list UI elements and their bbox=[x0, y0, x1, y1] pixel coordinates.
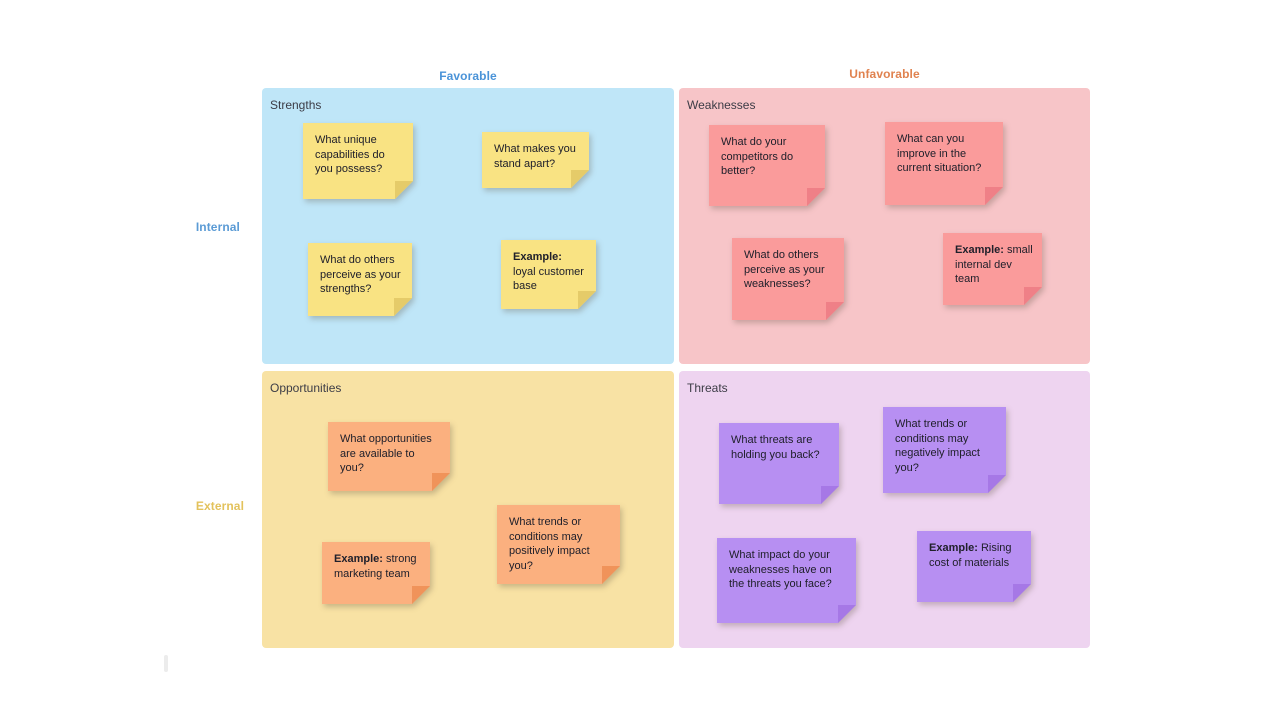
note-fold-corner-icon bbox=[838, 605, 856, 623]
sticky-note-text: What do others perceive as your weakness… bbox=[744, 249, 825, 291]
sticky-note-text: What unique capabilities do you possess? bbox=[315, 134, 385, 176]
sticky-note-opportunities-available[interactable]: What opportunities are available to you? bbox=[328, 422, 450, 491]
internal-axis-label: Internal bbox=[195, 220, 240, 234]
sticky-note-text: What opportunities are available to you? bbox=[340, 433, 432, 475]
sticky-note-trends-positive[interactable]: What trends or conditions may positively… bbox=[497, 505, 620, 584]
note-fold-corner-icon bbox=[602, 566, 620, 584]
sticky-note-perceive-weaknesses[interactable]: What do others perceive as your weakness… bbox=[732, 238, 844, 320]
sticky-note-trends-negative[interactable]: What trends or conditions may negatively… bbox=[883, 407, 1006, 493]
sticky-note-weaknesses-example[interactable]: Example: small internal dev team bbox=[943, 233, 1042, 305]
sticky-note-text: What trends or conditions may positively… bbox=[509, 516, 590, 573]
note-fold-corner-icon bbox=[412, 586, 430, 604]
note-fold-corner-icon bbox=[571, 170, 589, 188]
note-fold-corner-icon bbox=[807, 188, 825, 206]
note-fold-corner-icon bbox=[1024, 287, 1042, 305]
sticky-note-bold-text: Example: bbox=[929, 542, 978, 554]
opportunities-quadrant[interactable]: Opportunities What opportunities are ava… bbox=[262, 371, 674, 648]
sticky-note-stand-apart[interactable]: What makes you stand apart? bbox=[482, 132, 589, 188]
sticky-note-threats-example[interactable]: Example: Rising cost of materials bbox=[917, 531, 1031, 602]
strengths-quadrant[interactable]: Strengths What unique capabilities do yo… bbox=[262, 88, 674, 364]
note-fold-corner-icon bbox=[578, 291, 596, 309]
note-fold-corner-icon bbox=[826, 302, 844, 320]
sticky-note-strengths-example[interactable]: Example: loyal customer base bbox=[501, 240, 596, 309]
sticky-note-unique-capabilities[interactable]: What unique capabilities do you possess? bbox=[303, 123, 413, 199]
sticky-note-bold-text: Example: bbox=[955, 244, 1004, 256]
note-fold-corner-icon bbox=[1013, 584, 1031, 602]
scrollbar-artifact bbox=[164, 655, 168, 672]
threats-quadrant[interactable]: Threats What threats are holding you bac… bbox=[679, 371, 1090, 648]
strengths-title: Strengths bbox=[270, 98, 322, 112]
sticky-note-text: What impact do your weaknesses have on t… bbox=[729, 549, 832, 591]
unfavorable-axis-label: Unfavorable bbox=[849, 67, 920, 81]
sticky-note-opportunities-example[interactable]: Example: strong marketing team bbox=[322, 542, 430, 604]
sticky-note-text: What trends or conditions may negatively… bbox=[895, 418, 980, 475]
sticky-note-competitors-better[interactable]: What do your competitors do better? bbox=[709, 125, 825, 206]
sticky-note-perceive-strengths[interactable]: What do others perceive as your strength… bbox=[308, 243, 412, 316]
threats-title: Threats bbox=[687, 381, 728, 395]
note-fold-corner-icon bbox=[394, 298, 412, 316]
note-fold-corner-icon bbox=[821, 486, 839, 504]
sticky-note-text: loyal customer base bbox=[513, 265, 584, 293]
sticky-note-bold-text: Example: bbox=[334, 553, 383, 565]
sticky-note-text: Rising cost of materials bbox=[929, 542, 1012, 569]
sticky-note-text: What do your competitors do better? bbox=[721, 136, 794, 178]
sticky-note-text: small internal dev team bbox=[955, 244, 1033, 286]
sticky-note-text: strong marketing team bbox=[334, 553, 417, 580]
favorable-axis-label: Favorable bbox=[439, 69, 497, 83]
weaknesses-quadrant[interactable]: Weaknesses What do your competitors do b… bbox=[679, 88, 1090, 364]
sticky-note-bold-text: Example: bbox=[513, 251, 562, 263]
sticky-note-improve-situation[interactable]: What can you improve in the current situ… bbox=[885, 122, 1003, 205]
external-axis-label: External bbox=[195, 499, 244, 513]
note-fold-corner-icon bbox=[985, 187, 1003, 205]
note-fold-corner-icon bbox=[432, 473, 450, 491]
note-fold-corner-icon bbox=[988, 475, 1006, 493]
weaknesses-title: Weaknesses bbox=[687, 98, 756, 112]
opportunities-title: Opportunities bbox=[270, 381, 342, 395]
sticky-note-text: What makes you stand apart? bbox=[494, 143, 576, 170]
sticky-note-text: What threats are holding you back? bbox=[731, 434, 820, 461]
sticky-note-text: What can you improve in the current situ… bbox=[897, 133, 982, 175]
sticky-note-text: What do others perceive as your strength… bbox=[320, 254, 401, 296]
note-fold-corner-icon bbox=[395, 181, 413, 199]
sticky-note-threats-holding-back[interactable]: What threats are holding you back? bbox=[719, 423, 839, 504]
sticky-note-weaknesses-impact-threats[interactable]: What impact do your weaknesses have on t… bbox=[717, 538, 856, 623]
